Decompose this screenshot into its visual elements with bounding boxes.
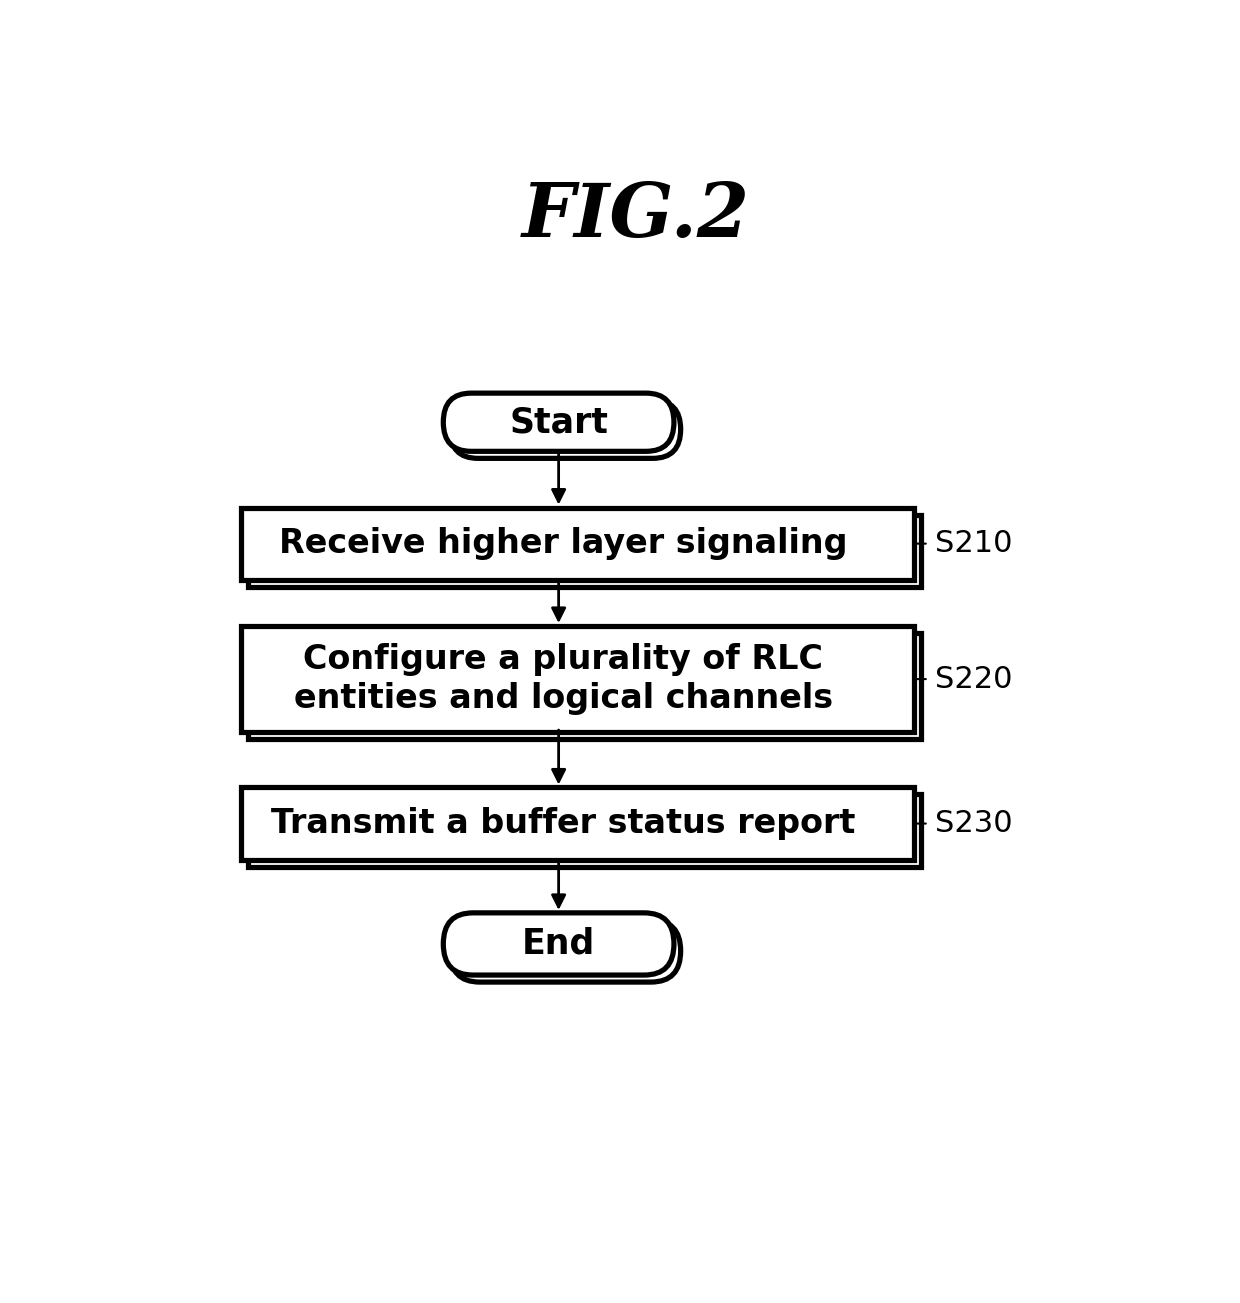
Text: Transmit a buffer status report: Transmit a buffer status report: [272, 807, 856, 840]
Bar: [248, 515, 921, 586]
Text: S220: S220: [935, 665, 1013, 693]
Text: Configure a plurality of RLC
entities and logical channels: Configure a plurality of RLC entities an…: [294, 644, 833, 714]
Text: End: End: [522, 926, 595, 960]
Bar: [248, 795, 921, 866]
FancyBboxPatch shape: [450, 920, 681, 982]
FancyBboxPatch shape: [444, 913, 675, 975]
Bar: [242, 787, 914, 860]
Text: S210: S210: [935, 529, 1013, 558]
Text: FIG.2: FIG.2: [522, 180, 749, 253]
Bar: [248, 633, 921, 739]
Text: S230: S230: [935, 809, 1013, 838]
FancyBboxPatch shape: [450, 400, 681, 459]
Text: Receive higher layer signaling: Receive higher layer signaling: [279, 528, 848, 560]
Bar: [242, 627, 914, 732]
Bar: [242, 508, 914, 580]
Text: Start: Start: [510, 405, 608, 439]
FancyBboxPatch shape: [444, 394, 675, 451]
